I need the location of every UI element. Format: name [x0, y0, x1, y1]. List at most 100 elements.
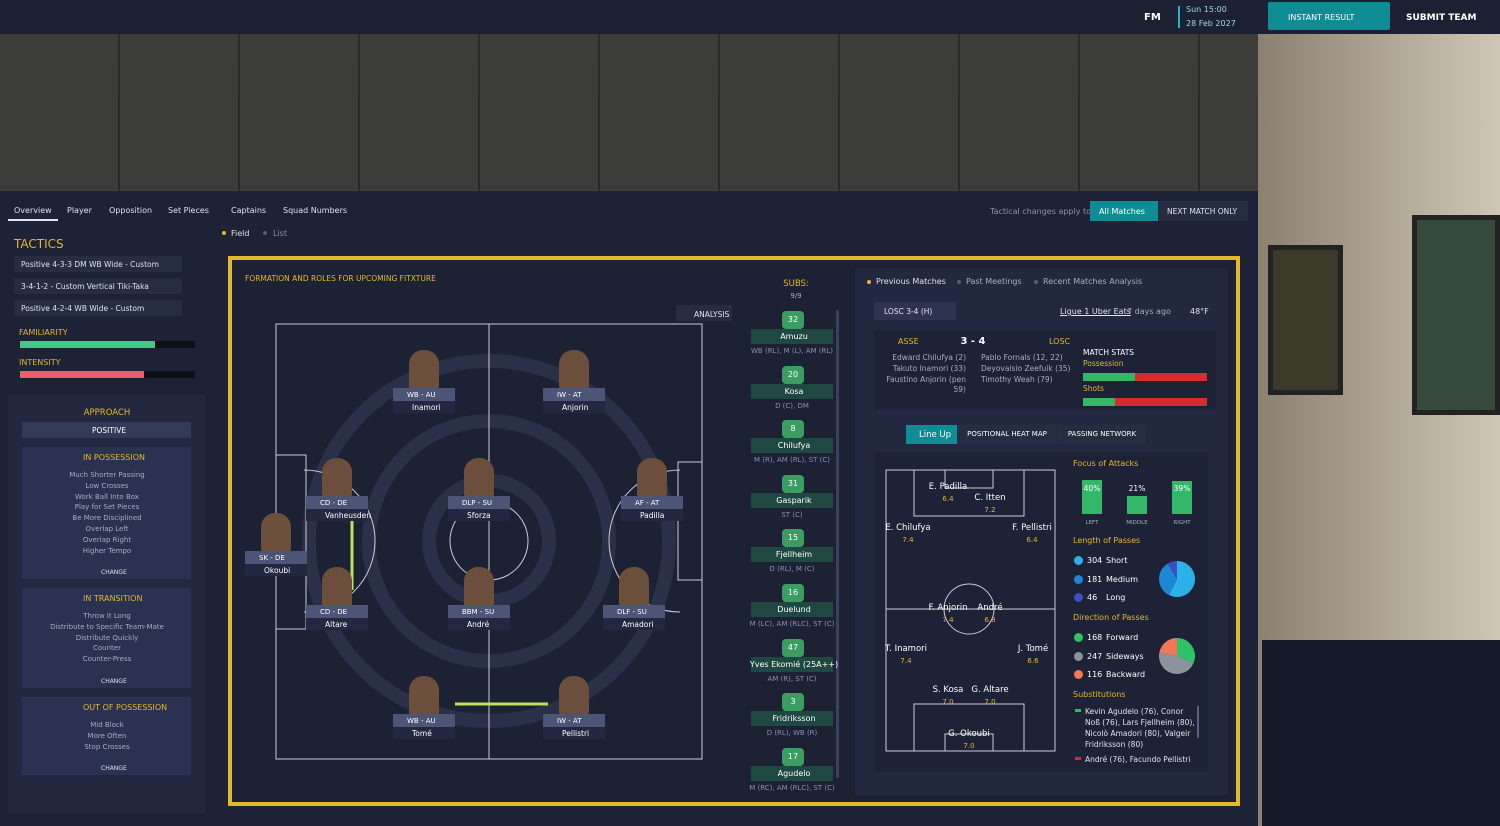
player-name[interactable]: Tomé: [412, 729, 432, 738]
competition[interactable]: Ligue 1 Uber Eats: [1060, 307, 1131, 316]
match-selector[interactable]: LOSC 3-4 (H): [884, 307, 933, 316]
legend-dot: [1074, 633, 1083, 642]
focus-label: 21%: [1128, 484, 1146, 493]
sub-name[interactable]: Gasparik: [776, 495, 812, 505]
sub-bar: [751, 656, 833, 672]
lineup-tab[interactable]: POSITIONAL HEAT MAP: [967, 430, 1047, 438]
sub-name[interactable]: Yves Ekomié (25A++): [749, 659, 839, 669]
sub-name[interactable]: Duelund: [777, 605, 811, 614]
sub-bar: [751, 711, 833, 727]
player-name[interactable]: Anjorin: [562, 403, 589, 412]
player-role: IW - AT: [557, 717, 582, 725]
shirt-number: 16: [787, 588, 799, 597]
apply-option[interactable]: NEXT MATCH ONLY: [1167, 207, 1238, 216]
player-name[interactable]: Vanheusden: [325, 511, 372, 520]
change-button[interactable]: CHANGE: [101, 678, 127, 685]
instruction-item: Counter: [93, 644, 121, 653]
player-name[interactable]: Amadori: [622, 620, 654, 629]
lineup-rating: 7.2: [984, 506, 996, 514]
subs-title: SUBS:: [783, 279, 809, 289]
player-name[interactable]: Inamori: [412, 403, 441, 412]
shirt-number: 17: [787, 751, 799, 761]
lineup-name: S. Kosa: [932, 685, 964, 695]
tactic-name[interactable]: Positive 4-3-3 DM WB Wide - Custom: [21, 260, 159, 269]
submit-team[interactable]: SUBMIT TEAM: [1406, 13, 1477, 23]
match-tab[interactable]: Past Meetings: [966, 277, 1022, 286]
stat-label: Possession: [1083, 359, 1124, 368]
lineup-rating: 6.6: [1027, 657, 1039, 665]
name-bar: [306, 509, 368, 521]
lineup-tab[interactable]: Line Up: [918, 430, 952, 440]
tactic-slot: [14, 300, 182, 316]
name-bar: [448, 509, 510, 521]
tactic-name[interactable]: Positive 4-2-4 WB Wide - Custom: [21, 304, 145, 313]
lineup-tab[interactable]: PASSING NETWORK: [1067, 430, 1137, 438]
change-button[interactable]: CHANGE: [101, 569, 127, 576]
instruction-item: Throw it Long: [83, 612, 131, 620]
match-tab[interactable]: Previous Matches: [876, 277, 946, 286]
sub-name[interactable]: Chilufya: [777, 441, 811, 451]
match-tab[interactable]: Recent Matches Analysis: [1043, 277, 1143, 286]
player-name[interactable]: Pellistri: [562, 729, 590, 738]
date: 28 Feb 2027: [1186, 19, 1236, 28]
sub-arrow: [1075, 757, 1081, 760]
player-name[interactable]: Okoubi: [264, 566, 291, 575]
tab[interactable]: Set Pieces: [168, 206, 209, 215]
lineup-tab-bg: [1058, 425, 1146, 444]
lineup-name: J. Tomé: [1017, 644, 1049, 654]
instruction-item: Higher Tempo: [82, 546, 132, 555]
sub-entry: Kevin Agudelo (76), Conor Noß (76), Lars…: [1085, 707, 1195, 749]
lineup-rating: 6.4: [942, 495, 954, 503]
instruction-item: Distribute Quickly: [75, 633, 139, 642]
role-bar: [245, 551, 307, 564]
chair: [1262, 640, 1500, 826]
role-bar: [603, 605, 665, 618]
sub-name[interactable]: Kosa: [784, 386, 804, 396]
player-name[interactable]: Padilla: [640, 511, 665, 520]
player-name[interactable]: Sforza: [467, 511, 491, 520]
away-scorer: Deyovaisio Zeefuik (35): [981, 364, 1071, 373]
tab[interactable]: Opposition: [109, 206, 153, 215]
tab[interactable]: Squad Numbers: [283, 206, 348, 215]
role-bar: [448, 496, 510, 509]
view-tab[interactable]: Field: [231, 229, 250, 238]
lineup-rating: 7.4: [942, 616, 954, 624]
change-button[interactable]: CHANGE: [101, 765, 127, 772]
focus-label: 39%: [1173, 484, 1191, 493]
sub-name[interactable]: Fjellheim: [775, 550, 813, 560]
shirt-number: 32: [787, 315, 799, 324]
sub-name[interactable]: Fridriksson: [772, 714, 816, 724]
name-bar: [603, 618, 665, 630]
sub-positions: WB (RL), M (L), AM (RL): [751, 347, 833, 355]
player-name[interactable]: Altare: [325, 620, 348, 629]
pass-category: Short: [1106, 556, 1128, 565]
lineup-rating: 7.4: [902, 536, 914, 544]
tab[interactable]: Overview: [14, 206, 52, 215]
view-tab[interactable]: List: [273, 229, 287, 238]
tab[interactable]: Player: [67, 206, 92, 215]
legend-dot: [1074, 556, 1083, 565]
sub-name[interactable]: Agudelo: [777, 768, 811, 778]
tab[interactable]: Captains: [231, 206, 267, 215]
instant-result[interactable]: INSTANT RESULT: [1288, 13, 1355, 22]
tactic-name[interactable]: 3-4-1-2 - Custom Vertical Tiki-Taka: [21, 282, 149, 291]
name-bar: [393, 727, 455, 739]
shirt-number: 20: [787, 369, 799, 379]
player-name[interactable]: André: [467, 620, 490, 629]
apply-option[interactable]: All Matches: [1099, 207, 1145, 216]
stat-away: [1135, 373, 1207, 381]
legend-dot: [1074, 651, 1083, 661]
approach-value[interactable]: POSITIVE: [92, 426, 127, 435]
match-stats[interactable]: MATCH STATS: [1083, 348, 1135, 357]
sub-bar: [751, 438, 833, 454]
top-bar: [0, 0, 1500, 34]
analysis[interactable]: ANALYSIS: [694, 310, 730, 319]
scoreboard: [874, 330, 1216, 410]
dot: [263, 231, 267, 235]
picture-frame: [1268, 245, 1343, 395]
approach-select: [22, 422, 191, 438]
player-role: SK - DE: [259, 554, 285, 562]
player-avatar: [464, 458, 494, 498]
weather: 48°F: [1190, 307, 1209, 316]
sub-name[interactable]: Amuzu: [780, 332, 808, 341]
